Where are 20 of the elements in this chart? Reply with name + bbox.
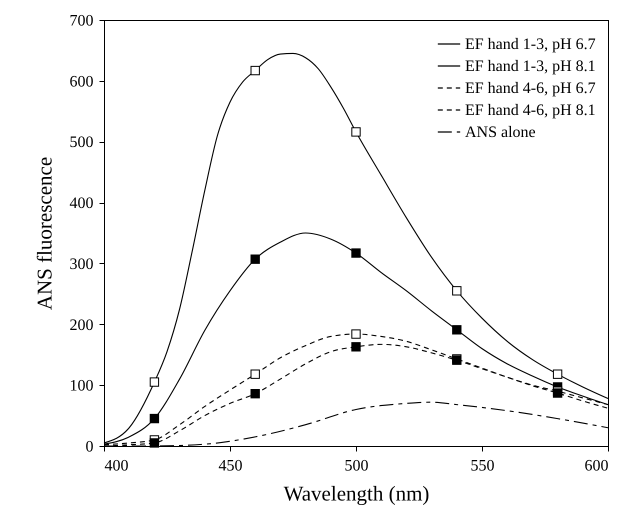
y-tick-label: 500 <box>70 134 94 152</box>
legend-label: EF hand 4-6, pH 8.1 <box>465 102 596 119</box>
x-axis-title: Wavelength (nm) <box>284 482 430 506</box>
x-tick-label: 500 <box>344 458 368 474</box>
x-tick-label: 400 <box>104 458 128 474</box>
legend-label: EF hand 1-3, pH 6.7 <box>465 36 596 53</box>
legend-label: EF hand 4-6, pH 6.7 <box>465 80 596 97</box>
y-tick-label: 400 <box>70 195 94 212</box>
y-tick-label: 600 <box>70 73 94 90</box>
y-axis-title: ANS fluorescence <box>32 156 56 310</box>
x-tick-label: 550 <box>470 458 494 474</box>
y-tick-label: 300 <box>70 256 94 273</box>
x-tick-label: 450 <box>218 458 242 474</box>
x-tick-label: 600 <box>584 458 608 474</box>
y-tick-label: 700 <box>70 12 94 30</box>
legend-label: EF hand 1-3, pH 8.1 <box>465 58 596 75</box>
y-tick-label: 200 <box>70 316 94 334</box>
y-tick-label: 100 <box>70 378 94 395</box>
y-tick-label: 0 <box>86 438 94 456</box>
legend-label: ANS alone <box>465 124 536 141</box>
